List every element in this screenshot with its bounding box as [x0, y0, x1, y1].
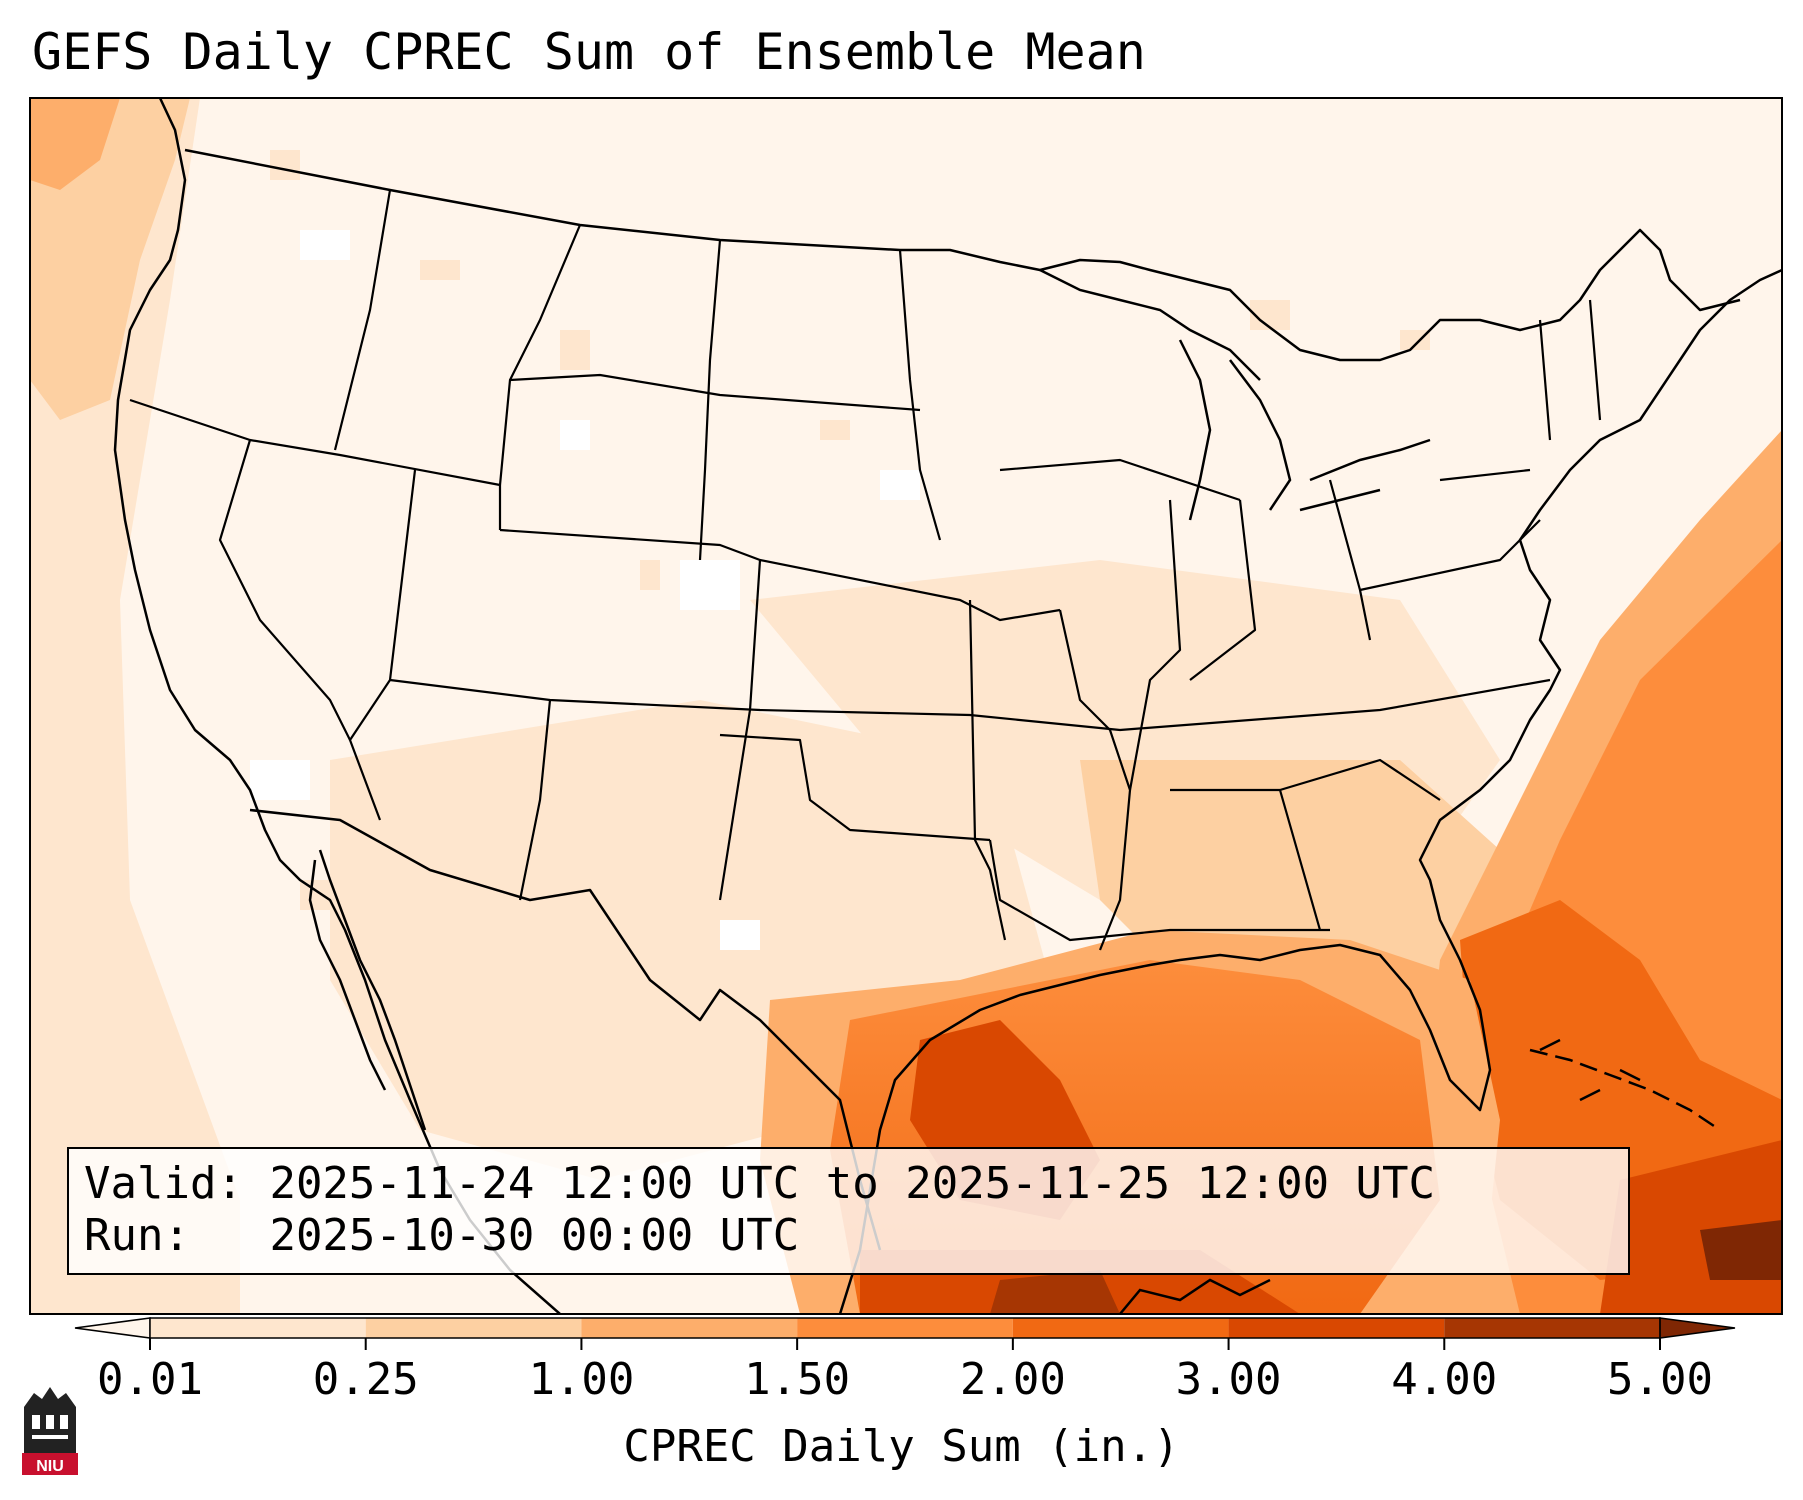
- colorbar-under-arrow: [74, 1317, 151, 1339]
- colorbar: 0.01 0.25 1.00 1.50 2.00 3.00 4.00 5.00: [74, 1317, 1736, 1405]
- cuba-outline: [1529, 1048, 1721, 1132]
- colorbar-title: CPREC Daily Sum (in.): [623, 1421, 1180, 1472]
- bahamas-outline: [1539, 1038, 1641, 1102]
- precip-texture: [270, 150, 1430, 910]
- map-frame: [29, 97, 1783, 1315]
- niu-logo: NIU: [22, 1387, 78, 1475]
- colorbar-tick-label: 3.00: [1176, 1354, 1282, 1405]
- colorbar-tick-label: 1.50: [744, 1354, 850, 1405]
- us-canada-border: [184, 148, 1741, 362]
- logo-text: NIU: [36, 1458, 64, 1475]
- colorbar-outline: [149, 1317, 1661, 1339]
- map-title: GEFS Daily CPREC Sum of Ensemble Mean: [32, 23, 1146, 81]
- colorbar-tick-label: 4.00: [1391, 1354, 1497, 1405]
- yucatan-outline: [1119, 1278, 1271, 1314]
- north-america-coastline: [113, 98, 1782, 1314]
- precip-texture-white: [250, 230, 920, 950]
- us-mexico-border: [249, 808, 882, 1251]
- colorbar-segment: [581, 1318, 798, 1338]
- colorbar-segment: [150, 1318, 366, 1338]
- precip-field-caribbean-peak: [1700, 1220, 1782, 1280]
- precip-field-pnw-peak: [30, 98, 120, 190]
- colorbar-segment: [1444, 1318, 1660, 1338]
- run-line: Run: 2025-10-30 00:00 UTC: [84, 1211, 799, 1261]
- valid-run-info-box: Valid: 2025-11-24 12:00 UTC to 2025-11-2…: [67, 1147, 1630, 1275]
- state-boundaries: [129, 189, 1602, 951]
- run-time: 2025-10-30 00:00 UTC: [269, 1210, 800, 1261]
- valid-time: 2025-11-24 12:00 UTC to 2025-11-25 12:00…: [269, 1158, 1436, 1209]
- colorbar-segment: [365, 1318, 582, 1338]
- valid-label: Valid:: [84, 1158, 243, 1209]
- run-label: Run:: [84, 1210, 190, 1261]
- precip-field-gulf-peak: [990, 1270, 1120, 1314]
- colorbar-segment: [797, 1318, 1013, 1338]
- colorbar-tick-label: 1.00: [528, 1354, 634, 1405]
- colorbar-tick-label: 5.00: [1607, 1354, 1713, 1405]
- colorbar-tick-label: 0.25: [313, 1354, 419, 1405]
- valid-line: Valid: 2025-11-24 12:00 UTC to 2025-11-2…: [84, 1159, 1435, 1209]
- great-lakes-outline: [1039, 268, 1431, 521]
- colorbar-segment: [1228, 1318, 1445, 1338]
- colorbar-tick-label: 0.01: [97, 1354, 203, 1405]
- colorbar-segment: [1012, 1318, 1229, 1338]
- colorbar-tick-label: 2.00: [960, 1354, 1066, 1405]
- colorbar-over-arrow: [1659, 1317, 1736, 1339]
- baja-california-outline: [308, 849, 427, 1131]
